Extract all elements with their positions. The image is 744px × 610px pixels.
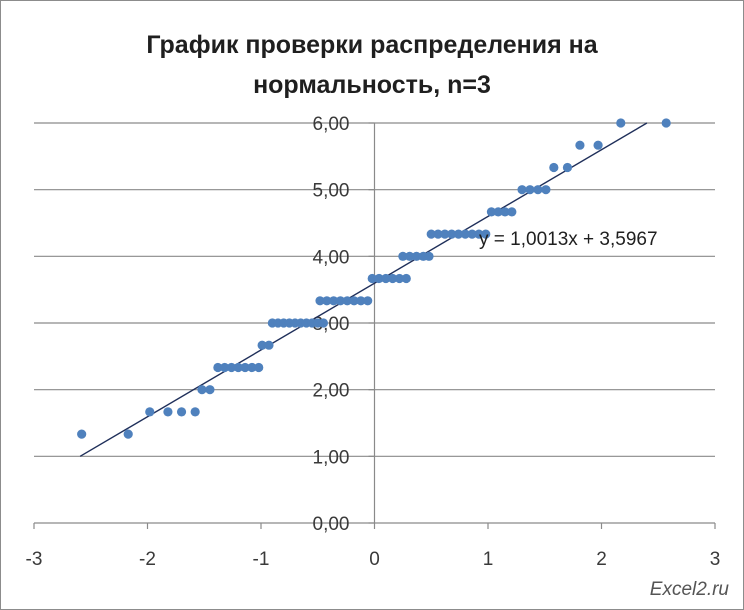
y-tick-label: 6,00 <box>313 114 350 135</box>
x-tick-label: -3 <box>26 549 43 570</box>
data-point <box>254 362 264 373</box>
data-point <box>367 273 377 284</box>
chart-title-line-2: нормальность, n=3 <box>253 71 491 99</box>
x-tick-label: -2 <box>139 549 156 570</box>
data-point <box>541 185 551 195</box>
data-point <box>525 185 535 195</box>
data-point <box>190 407 200 417</box>
data-point <box>342 296 352 306</box>
data-point <box>205 385 215 395</box>
y-tick-label: 5,00 <box>313 181 350 202</box>
data-point <box>433 229 443 239</box>
data-point <box>467 229 477 239</box>
data-point <box>123 429 133 439</box>
data-point <box>411 251 422 261</box>
data-point <box>405 251 415 261</box>
data-point <box>197 385 207 395</box>
data-point <box>315 296 325 306</box>
y-tick-label: 0,00 <box>313 514 350 535</box>
data-point <box>661 118 671 128</box>
data-point <box>616 118 626 128</box>
data-point <box>440 229 450 239</box>
data-point <box>381 273 391 284</box>
data-point <box>349 296 359 306</box>
data-point <box>562 162 573 173</box>
data-point <box>240 362 250 373</box>
y-tick-label: 4,00 <box>313 247 350 268</box>
x-tick-label: 0 <box>369 549 380 570</box>
x-tick-label: 1 <box>483 549 494 570</box>
data-point <box>424 251 434 261</box>
data-point <box>507 207 517 217</box>
data-point <box>329 296 339 306</box>
x-tick-label: 3 <box>710 549 721 570</box>
data-point <box>318 318 329 328</box>
data-point <box>517 185 527 195</box>
watermark: Excel2.ru <box>649 579 729 600</box>
data-point <box>335 296 346 306</box>
x-tick-label: 2 <box>596 549 607 570</box>
data-point <box>474 229 484 239</box>
trendline-equation: y = 1,0013x + 3,5967 <box>479 229 658 250</box>
data-point <box>176 407 187 417</box>
y-tick-label: 2,00 <box>313 381 350 402</box>
data-point <box>460 229 470 239</box>
data-point <box>533 185 543 195</box>
data-point <box>426 229 436 239</box>
data-point <box>145 407 155 417</box>
data-point <box>247 362 257 373</box>
x-tick-label: -1 <box>253 549 270 570</box>
data-point <box>447 229 457 239</box>
data-point <box>575 140 585 150</box>
data-point <box>356 296 366 306</box>
trendline <box>79 122 648 457</box>
data-point <box>226 362 237 373</box>
data-point <box>593 140 603 150</box>
data-point <box>163 407 173 417</box>
data-point <box>233 362 243 373</box>
data-point <box>264 340 274 350</box>
data-point <box>401 273 411 284</box>
y-tick-label: 1,00 <box>313 447 350 468</box>
data-point <box>500 207 510 217</box>
data-point <box>493 207 503 217</box>
data-point <box>213 362 223 373</box>
chart-title-line-1: График проверки распределения на <box>146 31 598 59</box>
data-point <box>486 207 497 217</box>
data-point <box>220 362 230 373</box>
data-point <box>398 251 408 261</box>
data-point <box>394 273 405 284</box>
data-point <box>257 340 267 350</box>
data-point <box>374 273 384 284</box>
data-point <box>322 296 332 306</box>
chart-title: График проверки распределения на нормаль… <box>1 25 743 105</box>
data-point <box>453 229 464 239</box>
data-point <box>363 296 373 306</box>
data-point <box>388 273 398 284</box>
data-point <box>549 162 559 173</box>
data-point <box>77 429 87 439</box>
data-point <box>481 229 491 239</box>
